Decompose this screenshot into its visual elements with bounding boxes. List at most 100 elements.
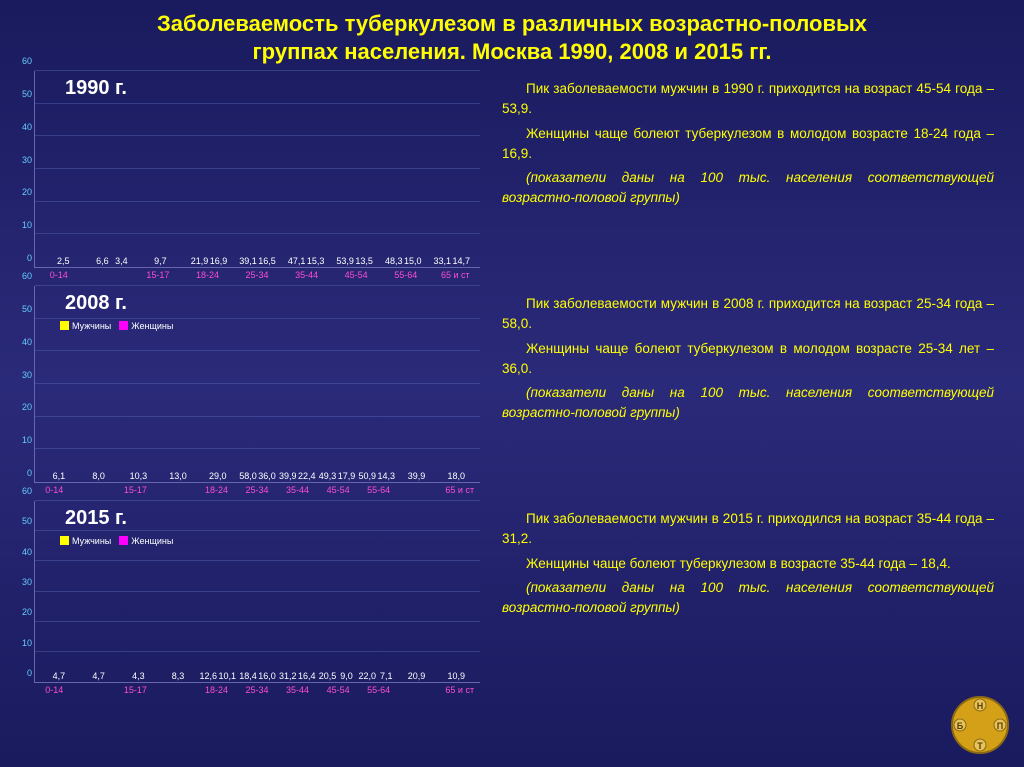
desc-p2: Женщины чаще болеют туберкулезом в молод… xyxy=(502,339,994,380)
y-tick-label: 0 xyxy=(27,668,32,678)
x-tick-label xyxy=(75,685,116,701)
y-tick-label: 60 xyxy=(22,271,32,281)
x-tick-label: 0-14 xyxy=(34,485,75,501)
bar-value-label: 9,7 xyxy=(142,256,178,266)
description-text: Пик заболеваемости мужчин в 2015 г. прих… xyxy=(490,501,1024,701)
y-tick-label: 50 xyxy=(22,516,32,526)
x-tick-label: 35-44 xyxy=(277,485,318,501)
bar-chart: 1990 г.01020304050602,56,63,49,721,916,9… xyxy=(10,71,490,286)
y-tick-label: 20 xyxy=(22,402,32,412)
x-tick-label: 55-64 xyxy=(358,485,399,501)
svg-text:Т: Т xyxy=(977,741,983,751)
bar-value-label: 3,4 xyxy=(103,256,139,266)
title-line-1: Заболеваемость туберкулезом в различных … xyxy=(40,10,984,38)
y-tick-label: 30 xyxy=(22,370,32,380)
x-tick-label: 65 и ст xyxy=(439,485,480,501)
chart-legend: МужчиныЖенщины xyxy=(60,535,181,546)
bar-value-label: 10,3 xyxy=(120,471,156,481)
bar-value-label: 20,9 xyxy=(398,671,434,681)
bar-value-label: 14,7 xyxy=(443,256,479,266)
bar-value-label: 2,5 xyxy=(45,256,81,266)
desc-p1: Пик заболеваемости мужчин в 2008 г. прих… xyxy=(502,294,994,335)
y-tick-label: 60 xyxy=(22,486,32,496)
bar-value-label: 6,1 xyxy=(41,471,77,481)
chart-row: 2015 г.МужчиныЖенщины01020304050604,74,7… xyxy=(0,501,1024,701)
chart-row: 2008 г. МужчиныЖенщины 0 10 20 30 40 50 60 6,1 8,0… xyxy=(0,286,1024,501)
x-tick-label: 45-54 xyxy=(318,685,359,701)
x-tick-label xyxy=(84,270,134,286)
x-tick-label xyxy=(156,685,197,701)
chart-cell: 2015 г.МужчиныЖенщины01020304050604,74,7… xyxy=(0,501,490,701)
desc-p3: (показатели даны на 100 тыс. населения с… xyxy=(502,383,994,424)
x-tick-label: 65 и ст xyxy=(431,270,481,286)
bar-chart: 2008 г. МужчиныЖенщины 0 10 20 30 40 50 60 6,1 8,0… xyxy=(10,286,490,501)
chart-legend: МужчиныЖенщины xyxy=(60,320,181,331)
x-tick-label: 65 и ст xyxy=(439,685,480,701)
svg-text:П: П xyxy=(997,721,1003,731)
y-tick-label: 40 xyxy=(22,337,32,347)
y-tick-label: 0 xyxy=(27,468,32,478)
x-tick-label: 18-24 xyxy=(196,485,237,501)
chart-cell: 1990 г.01020304050602,56,63,49,721,916,9… xyxy=(0,71,490,286)
bars-container: 2,56,63,49,721,916,939,116,547,115,353,9… xyxy=(35,71,480,267)
desc-p2: Женщины чаще болеют туберкулезом в молод… xyxy=(502,124,994,165)
x-axis-labels: 0-1415-1718-2425-3435-4445-5455-6465 и с… xyxy=(34,685,480,701)
rows-container: 1990 г.01020304050602,56,63,49,721,916,9… xyxy=(0,71,1024,701)
y-axis: 0 10 20 30 40 50 60 xyxy=(10,286,34,501)
x-tick-label xyxy=(75,485,116,501)
y-tick-label: 0 xyxy=(27,253,32,263)
bar-value-label: 8,0 xyxy=(81,471,117,481)
x-tick-label xyxy=(399,485,440,501)
desc-p3: (показатели даны на 100 тыс. населения с… xyxy=(502,168,994,209)
x-tick-label: 25-34 xyxy=(237,485,278,501)
x-tick-label: 45-54 xyxy=(331,270,381,286)
desc-p1: Пик заболеваемости мужчин в 1990 г. прих… xyxy=(502,79,994,120)
x-tick-label: 35-44 xyxy=(277,685,318,701)
bar-value-label: 10,9 xyxy=(438,671,474,681)
bar-value-label: 4,7 xyxy=(41,671,77,681)
x-tick-label xyxy=(399,685,440,701)
y-tick-label: 60 xyxy=(22,56,32,66)
x-tick-label: 0-14 xyxy=(34,685,75,701)
chart-year-label: 2015 г. xyxy=(65,507,127,530)
x-tick-label: 18-24 xyxy=(183,270,233,286)
x-tick-label: 35-44 xyxy=(282,270,332,286)
chart-year-label: 1990 г. xyxy=(65,77,127,100)
slide-title: Заболеваемость туберкулезом в различных … xyxy=(0,0,1024,71)
plot-area: 6,18,010,313,029,058,036,039,922,449,317… xyxy=(34,286,480,483)
y-tick-label: 20 xyxy=(22,187,32,197)
x-tick-label: 0-14 xyxy=(34,270,84,286)
x-axis-labels: 0-14 15-17 18-2425-3435-4445-5455-64 65 и с… xyxy=(34,485,480,501)
bar-value-label: 18,0 xyxy=(438,471,474,481)
svg-text:Б: Б xyxy=(957,721,964,731)
y-tick-label: 20 xyxy=(22,607,32,617)
x-tick-label: 45-54 xyxy=(318,485,359,501)
x-tick-label xyxy=(156,485,197,501)
y-axis: 0102030405060 xyxy=(10,71,34,286)
bar-value-label: 4,7 xyxy=(81,671,117,681)
y-tick-label: 40 xyxy=(22,547,32,557)
y-tick-label: 50 xyxy=(22,304,32,314)
x-tick-label: 25-34 xyxy=(237,685,278,701)
chart-cell: 2008 г. МужчиныЖенщины 0 10 20 30 40 50 60 6,1 8,0… xyxy=(0,286,490,501)
x-tick-label: 15-17 xyxy=(133,270,183,286)
svg-text:Н: Н xyxy=(977,701,984,711)
x-tick-label: 55-64 xyxy=(358,685,399,701)
chart-year-label: 2008 г. xyxy=(65,292,127,315)
desc-p2: Женщины чаще болеют туберкулезом в возра… xyxy=(502,554,994,574)
description-text: Пик заболеваемости мужчин в 1990 г. прих… xyxy=(490,71,1024,286)
y-tick-label: 10 xyxy=(22,435,32,445)
bar-value-label: 13,0 xyxy=(160,471,196,481)
x-tick-label: 25-34 xyxy=(232,270,282,286)
y-tick-label: 10 xyxy=(22,220,32,230)
x-axis-labels: 0-1415-1718-2425-3435-4445-5455-6465 и с… xyxy=(34,270,480,286)
org-logo: Н П Т Б xyxy=(948,693,1012,757)
x-tick-label: 15-17 xyxy=(115,485,156,501)
title-line-2: группах населения. Москва 1990, 2008 и 2… xyxy=(40,38,984,66)
description-text: Пик заболеваемости мужчин в 2008 г. прих… xyxy=(490,286,1024,501)
bar-value-label: 39,9 xyxy=(398,471,434,481)
x-tick-label: 15-17 xyxy=(115,685,156,701)
y-tick-label: 40 xyxy=(22,122,32,132)
plot-area: 2,56,63,49,721,916,939,116,547,115,353,9… xyxy=(34,71,480,268)
bars-container: 6,18,010,313,029,058,036,039,922,449,317… xyxy=(35,286,480,482)
